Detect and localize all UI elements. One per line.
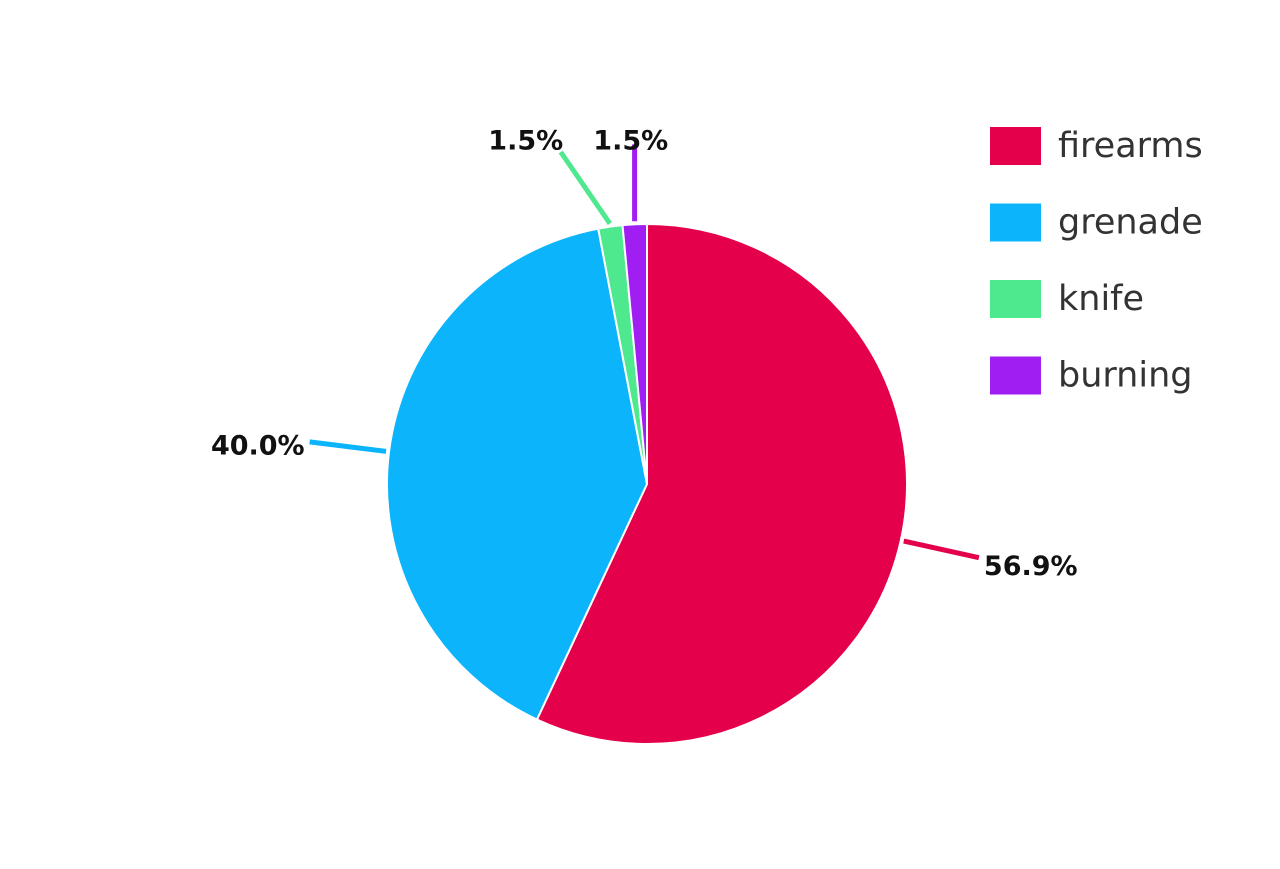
value-label: 56.9% xyxy=(984,551,1078,582)
leader-line xyxy=(558,150,612,226)
legend-label: grenade xyxy=(1058,203,1203,243)
value-label: 1.5% xyxy=(488,126,563,157)
legend-swatch xyxy=(990,127,1041,165)
legend-label: knife xyxy=(1058,279,1144,319)
legend-swatch xyxy=(990,203,1041,242)
legend-label: burning xyxy=(1058,356,1192,396)
pie-slice xyxy=(621,222,648,485)
pie-slice xyxy=(386,227,649,721)
leader-line xyxy=(309,439,387,454)
legend-label: firearms xyxy=(1058,126,1203,166)
legend-swatch xyxy=(990,280,1041,318)
legend-swatch xyxy=(990,356,1041,395)
pie-slice xyxy=(535,222,908,745)
leader-line xyxy=(903,538,980,561)
value-label: 40.0% xyxy=(211,430,305,461)
value-label: 1.5% xyxy=(593,126,668,157)
